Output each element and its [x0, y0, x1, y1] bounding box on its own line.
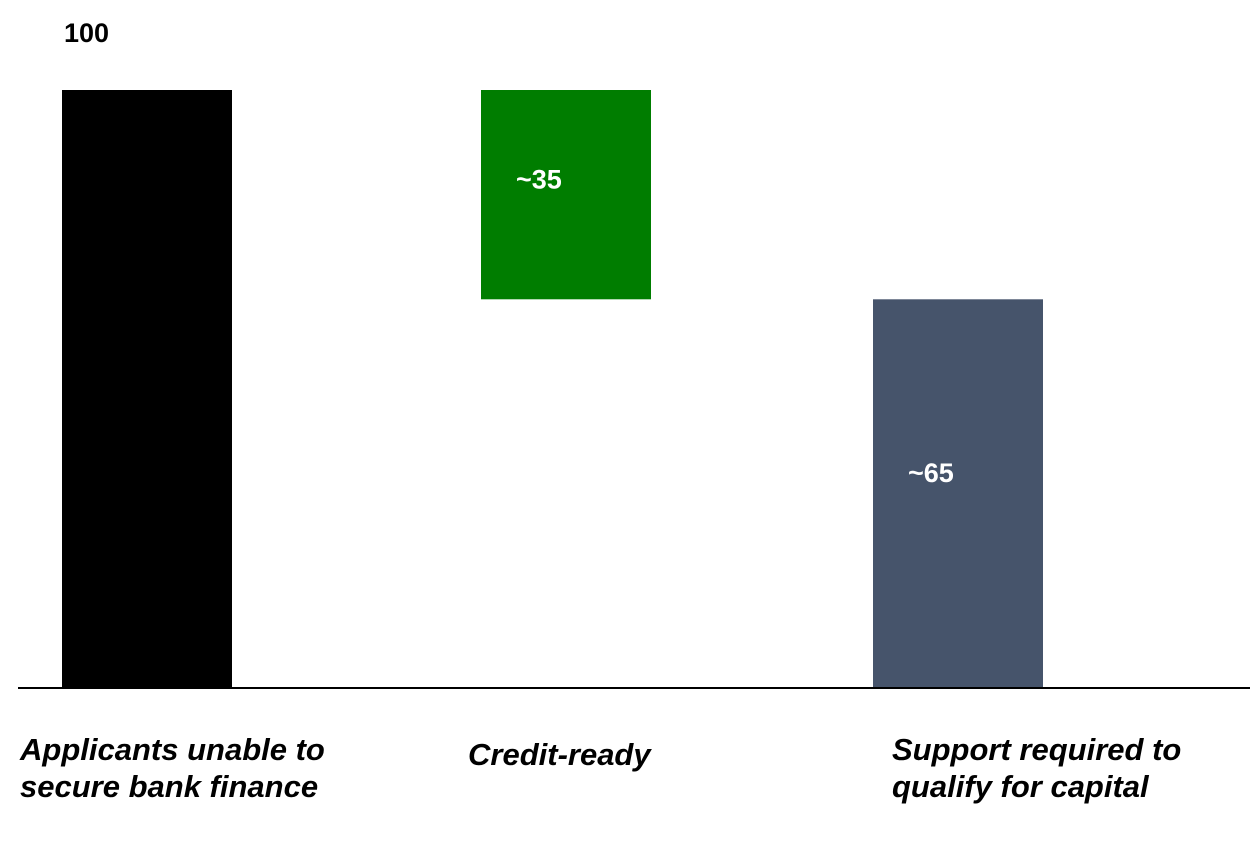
value-label-support-required: ~65	[908, 458, 954, 488]
value-label-credit-ready: ~35	[516, 164, 562, 194]
category-label-support-required: Support required to qualify for capital	[892, 732, 1182, 804]
bar-credit-ready	[481, 90, 651, 300]
value-labels-group: 100 ~35 ~65	[64, 18, 954, 488]
category-label-credit-ready: Credit-ready	[468, 737, 651, 772]
bar-applicants	[62, 90, 232, 688]
bars-group	[62, 90, 1043, 688]
bar-support-required	[873, 299, 1043, 688]
category-label-applicants: Applicants unable to secure bank finance	[20, 732, 325, 804]
value-label-applicants: 100	[64, 18, 109, 48]
